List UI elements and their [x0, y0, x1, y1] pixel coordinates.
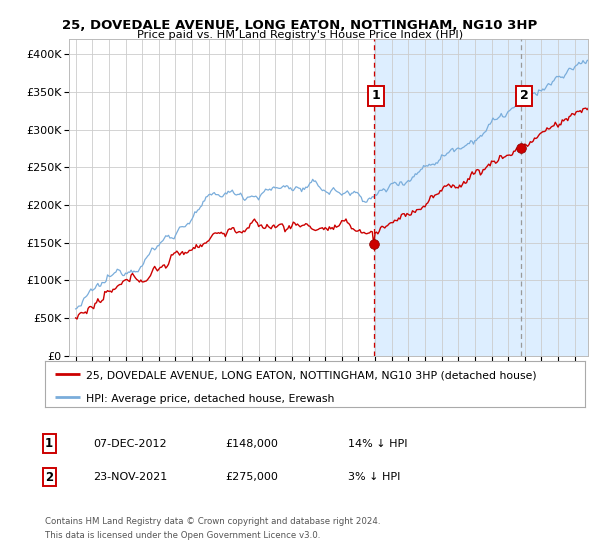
Bar: [374, 39, 592, 356]
Text: 25, DOVEDALE AVENUE, LONG EATON, NOTTINGHAM, NG10 3HP (detached house): 25, DOVEDALE AVENUE, LONG EATON, NOTTING…: [86, 371, 536, 381]
Text: £275,000: £275,000: [225, 472, 278, 482]
Text: 3% ↓ HPI: 3% ↓ HPI: [348, 472, 400, 482]
Text: 2: 2: [45, 470, 53, 484]
Text: 23-NOV-2021: 23-NOV-2021: [93, 472, 167, 482]
Text: 07-DEC-2012: 07-DEC-2012: [93, 438, 167, 449]
Text: 2: 2: [520, 89, 529, 102]
Text: HPI: Average price, detached house, Erewash: HPI: Average price, detached house, Erew…: [86, 394, 334, 404]
Text: 1: 1: [372, 89, 380, 102]
Text: Contains HM Land Registry data © Crown copyright and database right 2024.: Contains HM Land Registry data © Crown c…: [45, 517, 380, 526]
Text: 25, DOVEDALE AVENUE, LONG EATON, NOTTINGHAM, NG10 3HP: 25, DOVEDALE AVENUE, LONG EATON, NOTTING…: [62, 19, 538, 32]
Text: This data is licensed under the Open Government Licence v3.0.: This data is licensed under the Open Gov…: [45, 531, 320, 540]
Text: Price paid vs. HM Land Registry's House Price Index (HPI): Price paid vs. HM Land Registry's House …: [137, 30, 463, 40]
Text: £148,000: £148,000: [225, 438, 278, 449]
Text: 1: 1: [45, 437, 53, 450]
Text: 14% ↓ HPI: 14% ↓ HPI: [348, 438, 407, 449]
